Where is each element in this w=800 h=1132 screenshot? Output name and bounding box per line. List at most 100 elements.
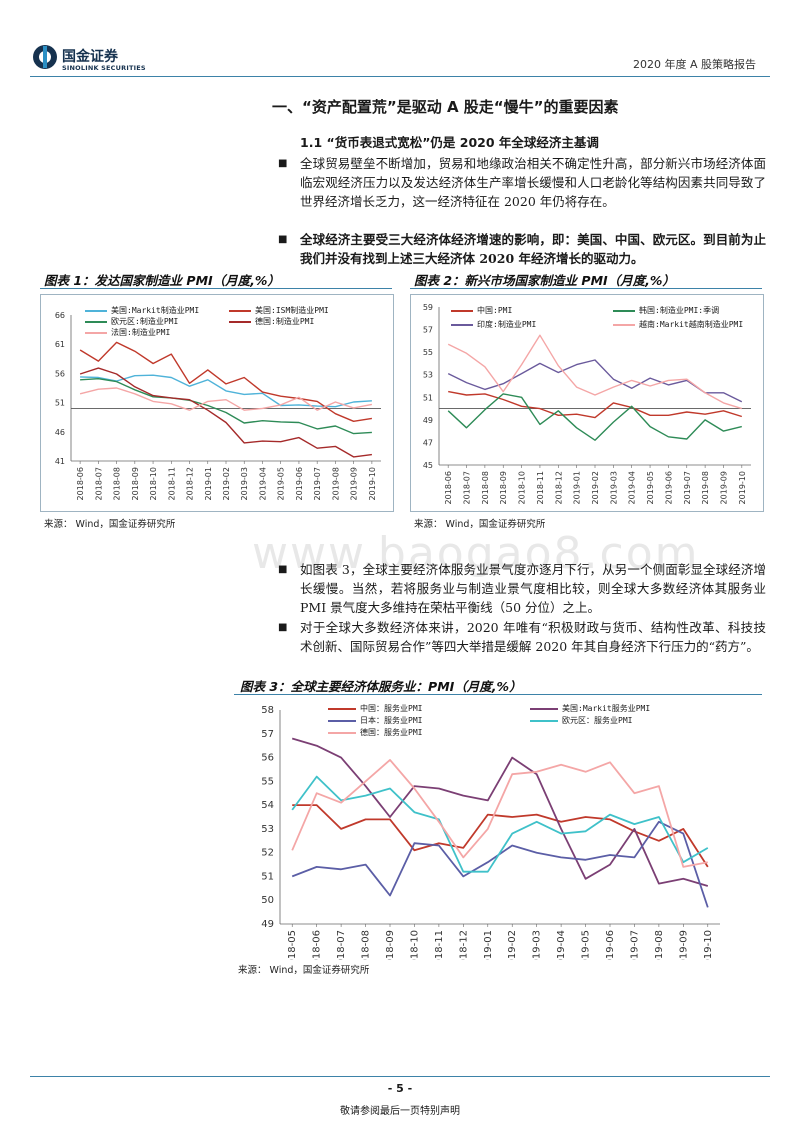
chart1-legend-item: 美国:ISM制造业PMI: [229, 305, 329, 316]
y-tick-label: 66: [55, 311, 65, 320]
logo-name-cn: 国金证券: [62, 49, 118, 65]
x-tick-label: 2019-06: [295, 467, 304, 500]
y-tick-label: 53: [261, 824, 274, 835]
chart1-legend-item: 欧元区:制造业PMI: [85, 316, 178, 327]
chart2-title-rule: [410, 288, 762, 289]
x-tick-label: 2018-10: [518, 471, 527, 504]
x-tick-label: 2018-06: [444, 471, 453, 504]
x-tick-label: 2018-07: [94, 467, 103, 500]
legend-swatch: [85, 309, 107, 312]
y-tick-label: 51: [423, 393, 433, 402]
y-tick-label: 57: [423, 326, 433, 335]
y-tick-label: 55: [261, 776, 274, 787]
legend-swatch: [328, 731, 356, 734]
chart3-panel: 中国：服务业PMI 美国:Markit服务业PMI 日本：服务业PMI 欧元区：…: [234, 698, 762, 960]
x-tick-label: 2019-03: [532, 930, 543, 960]
chart1-source: 来源： Wind，国金证券研究所: [44, 519, 176, 530]
chart2-source: 来源： Wind，国金证券研究所: [414, 519, 546, 530]
chart1-title-rule: [40, 288, 392, 289]
chart3-legend-item: 中国：服务业PMI: [328, 703, 422, 714]
x-tick-label: 2018-06: [76, 467, 85, 500]
bullet-icon: ■: [278, 158, 288, 169]
x-tick-label: 2019-06: [605, 930, 616, 960]
chart1-panel: 美国:Markit制造业PMI 美国:ISM制造业PMI 欧元区:制造业PMI …: [40, 294, 394, 512]
chart3-legend-item: 德国：服务业PMI: [328, 727, 422, 738]
series-line-3: [447, 393, 742, 441]
chart2-legend-item: 中国:PMI: [451, 305, 512, 316]
series-line-5: [79, 387, 373, 411]
section-title: 一、“资产配置荒”是驱动 A 股走“慢牛”的重要因素: [272, 98, 619, 116]
y-tick-label: 49: [423, 416, 433, 425]
chart3-plot: 49 50 51 52 53 54 55 56 57 58 2018-05 2018-06 2018-0…: [261, 705, 720, 960]
x-tick-label: 2019-09: [350, 467, 359, 500]
x-tick-label: 2019-08: [701, 471, 710, 504]
x-tick-label: 2019-04: [628, 471, 637, 504]
y-tick-label: 56: [55, 369, 65, 378]
y-tick-label: 58: [261, 705, 274, 716]
legend-swatch: [328, 707, 356, 710]
x-tick-label: 2018-12: [186, 467, 195, 500]
x-tick-label: 2018-09: [385, 930, 396, 960]
series-line-4: [79, 367, 372, 458]
x-tick-label: 2019-10: [703, 930, 714, 960]
legend-swatch: [229, 309, 251, 312]
chart3-title: 图表 3：全球主要经济体服务业：PMI（月度,%）: [240, 679, 522, 694]
header-divider: [30, 76, 770, 77]
y-tick-label: 53: [423, 371, 433, 380]
x-tick-label: 2018-12: [458, 930, 469, 960]
chart1-legend-item: 美国:Markit制造业PMI: [85, 305, 199, 316]
watermark: www.baogao8.com: [252, 528, 700, 579]
chart2-legend-item: 韩国:制造业PMI:季调: [613, 305, 719, 316]
x-tick-label: 2019-10: [738, 471, 747, 504]
paragraph-2: ■ 全球经济主要受三大经济体经济增速的影响，即：美国、中国、欧元区。到目前为止我…: [278, 232, 766, 266]
x-tick-label: 2019-07: [313, 467, 322, 500]
x-tick-label: 2019-09: [678, 930, 689, 960]
x-tick-label: 2018-08: [481, 471, 490, 504]
y-tick-label: 47: [423, 438, 433, 447]
x-tick-label: 2019-03: [609, 471, 618, 504]
x-tick-label: 2018-08: [113, 467, 122, 500]
series-line-1: [292, 804, 709, 868]
x-tick-label: 2018-10: [149, 467, 158, 500]
legend-swatch: [530, 719, 558, 722]
chart1-legend-item: 法国:制造业PMI: [85, 327, 170, 338]
y-tick-label: 51: [261, 871, 274, 882]
y-tick-label: 56: [261, 753, 274, 764]
x-tick-label: 2018-07: [336, 930, 347, 960]
x-tick-label: 2019-02: [222, 467, 231, 500]
y-tick-label: 54: [261, 800, 274, 811]
x-tick-label: 2019-05: [581, 930, 592, 960]
bullet-icon: ■: [278, 564, 288, 575]
x-tick-label: 2019-01: [573, 471, 582, 504]
x-tick-label: 2019-01: [204, 467, 213, 500]
chart2-panel: 中国:PMI 韩国:制造业PMI:季调 印度:制造业PMI 越南:Markit越…: [410, 294, 764, 512]
x-tick-label: 2019-07: [683, 471, 692, 504]
paragraph-1: ■ 全球贸易壁垒不断增加，贸易和地缘政治相关不确定性升高，部分新兴市场经济体面临…: [278, 156, 766, 209]
y-tick-label: 46: [55, 428, 65, 437]
chart3-source: 来源： Wind，国金证券研究所: [238, 965, 370, 976]
x-tick-label: 2018-11: [434, 930, 445, 960]
series-line-4: [291, 775, 709, 873]
footer-divider: [30, 1076, 770, 1077]
x-tick-label: 2019-08: [331, 467, 340, 500]
report-name: 2020 年度 A 股策略报告: [632, 58, 756, 71]
y-tick-label: 59: [423, 303, 433, 312]
page-number: - 5 -: [387, 1082, 413, 1095]
series-line-3: [80, 377, 372, 435]
series-line-2: [291, 737, 709, 887]
legend-swatch: [328, 719, 356, 722]
legend-swatch: [613, 309, 635, 312]
y-tick-label: 51: [55, 399, 65, 408]
x-tick-label: 2018-08: [361, 930, 372, 960]
chart2-legend-item: 越南:Markit越南制造业PMI: [613, 319, 743, 330]
bullet-icon: ■: [278, 234, 288, 245]
bullet-icon: ■: [278, 622, 288, 633]
x-tick-label: 2018-06: [312, 930, 323, 960]
x-tick-label: 2019-04: [258, 467, 267, 500]
chart1-title: 图表 1：发达国家制造业 PMI（月度,%）: [44, 273, 280, 288]
x-tick-label: 2019-06: [664, 471, 673, 504]
x-tick-label: 2018-10: [409, 930, 420, 960]
x-tick-label: 2019-01: [483, 930, 494, 960]
chart3-title-rule: [234, 694, 762, 695]
x-tick-label: 2018-09: [499, 471, 508, 504]
